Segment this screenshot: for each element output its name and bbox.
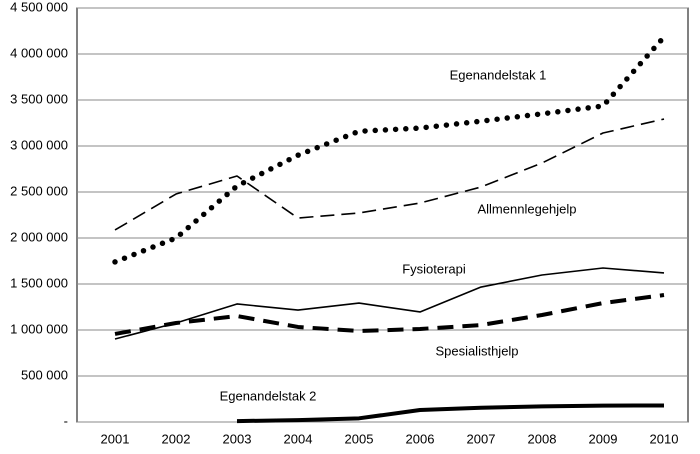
y-tick-label: 2 500 000 [10,183,68,198]
series-line [114,293,665,336]
x-tick-label: 2001 [101,431,130,446]
series-line [112,34,667,265]
x-tick-label: 2004 [284,431,313,446]
series-label: Allmennlegehjelp [477,201,576,216]
y-tick-label: 3 000 000 [10,137,68,152]
series-label: Fysioterapi [402,261,466,276]
x-tick-label: 2008 [528,431,557,446]
y-tick-label: 500 000 [21,367,68,382]
y-tick-label: 1 000 000 [10,321,68,336]
y-tick-label: 4 000 000 [10,45,68,60]
x-tick-label: 2009 [589,431,618,446]
series-label: Spesialisthjelp [435,343,518,358]
y-tick-label: 4 500 000 [10,0,68,14]
y-tick-label: 2 000 000 [10,229,68,244]
series-line [114,267,665,340]
series-label: Egenandelstak 2 [220,388,317,403]
x-tick-label: 2006 [406,431,435,446]
series-label: Egenandelstak 1 [450,67,547,82]
y-tick-label: - [64,413,68,428]
x-tick-label: 2003 [223,431,252,446]
series-line [236,403,665,424]
x-tick-label: 2005 [345,431,374,446]
x-tick-label: 2007 [467,431,496,446]
y-tick-label: 1 500 000 [10,275,68,290]
x-tick-label: 2002 [162,431,191,446]
x-tick-label: 2010 [650,431,679,446]
y-tick-label: 3 500 000 [10,91,68,106]
plot-frame [76,7,689,423]
series-line [114,118,665,231]
